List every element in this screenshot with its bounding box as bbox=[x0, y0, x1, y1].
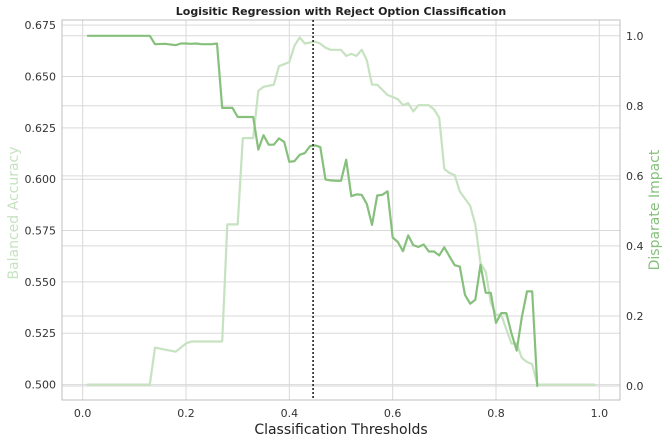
x-tick-label: 0.4 bbox=[281, 407, 299, 420]
y-left-axis-label: Balanced Accuracy bbox=[6, 146, 22, 279]
y-left-tick-label: 0.675 bbox=[25, 19, 57, 32]
y-left-tick-label: 0.650 bbox=[25, 70, 57, 83]
x-tick-labels: 0.0 0.2 0.4 0.6 0.8 1.0 bbox=[74, 407, 608, 420]
y-right-axis-label: Disparate Impact bbox=[647, 149, 663, 270]
y-right-tick-label: 1.0 bbox=[626, 30, 644, 43]
series-layer bbox=[86, 34, 596, 388]
y-right-tick-label: 0.6 bbox=[626, 170, 644, 183]
disparate-impact-line bbox=[86, 34, 539, 388]
x-tick-label: 1.0 bbox=[591, 407, 609, 420]
chart-title: Logisitic Regression with Reject Option … bbox=[176, 5, 506, 18]
x-tick-label: 0.6 bbox=[384, 407, 402, 420]
y-left-tick-label: 0.600 bbox=[25, 173, 57, 186]
x-tick-label: 0.2 bbox=[177, 407, 195, 420]
y-right-tick-label: 0.4 bbox=[626, 240, 644, 253]
y-left-tick-label: 0.525 bbox=[25, 327, 57, 340]
x-tick-label: 0.8 bbox=[487, 407, 505, 420]
y-left-tick-label: 0.550 bbox=[25, 276, 57, 289]
y-left-tick-label: 0.575 bbox=[25, 225, 57, 238]
y-right-tick-label: 0.0 bbox=[626, 380, 644, 393]
plot-frame bbox=[61, 19, 621, 401]
x-axis-label: Classification Thresholds bbox=[254, 422, 427, 438]
y-left-tick-label: 0.500 bbox=[25, 379, 57, 392]
y-right-tick-labels: 0.0 0.2 0.4 0.6 0.8 1.0 bbox=[626, 30, 644, 393]
y-right-tick-label: 0.8 bbox=[626, 100, 644, 113]
y-right-tick-label: 0.2 bbox=[626, 310, 644, 323]
grid bbox=[62, 20, 620, 400]
y-left-tick-labels: 0.500 0.525 0.550 0.575 0.600 0.625 0.650 0.675 bbox=[25, 19, 57, 391]
x-tick-label: 0.0 bbox=[74, 407, 92, 420]
y-left-tick-label: 0.625 bbox=[25, 122, 57, 135]
